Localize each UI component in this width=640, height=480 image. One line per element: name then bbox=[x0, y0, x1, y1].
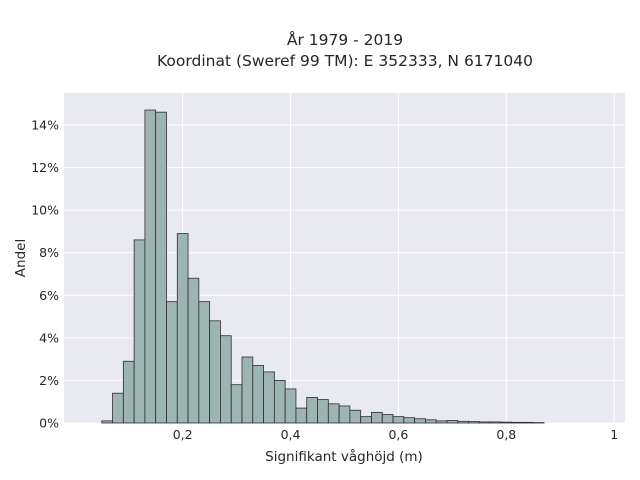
y-tick-label: 6% bbox=[39, 288, 59, 303]
histogram-bar bbox=[338, 405, 351, 424]
y-tick-label: 14% bbox=[31, 117, 59, 132]
histogram-bar bbox=[403, 417, 416, 424]
x-tick-label: 0,6 bbox=[388, 427, 408, 442]
y-tick-label: 8% bbox=[39, 245, 59, 260]
histogram-bar bbox=[101, 420, 113, 424]
histogram-bar bbox=[511, 421, 523, 424]
histogram-bar bbox=[122, 360, 135, 424]
histogram-bar bbox=[144, 109, 157, 424]
chart-subtitle: Koordinat (Sweref 99 TM): E 352333, N 61… bbox=[157, 52, 533, 70]
histogram-bar bbox=[241, 356, 254, 424]
histogram-bar bbox=[198, 301, 211, 424]
x-axis-label: Signifikant våghöjd (m) bbox=[265, 448, 423, 465]
y-axis-label: Andel bbox=[13, 239, 29, 277]
histogram-bar bbox=[220, 335, 232, 424]
histogram-bar bbox=[155, 111, 167, 424]
chart-title: År 1979 - 2019 bbox=[287, 30, 403, 49]
histogram-bar bbox=[317, 399, 329, 424]
histogram-bar bbox=[522, 421, 534, 424]
histogram-bar bbox=[489, 421, 502, 424]
histogram-bar bbox=[349, 409, 362, 424]
histogram-bars bbox=[101, 109, 545, 424]
histogram-bar bbox=[252, 365, 264, 424]
histogram-bar bbox=[360, 416, 372, 424]
y-tick-label: 2% bbox=[39, 373, 59, 388]
histogram-bar bbox=[327, 403, 340, 424]
histogram-bar bbox=[295, 407, 308, 424]
x-tick-label: 0,8 bbox=[496, 427, 516, 442]
histogram-bar bbox=[176, 233, 189, 424]
x-tick-label: 0,4 bbox=[281, 427, 301, 442]
histogram-bar bbox=[446, 420, 459, 424]
x-tick-label: 1 bbox=[610, 427, 618, 442]
y-axis-ticks: 0% 2% 4% 6% 8% 10% 12% 14% bbox=[31, 117, 59, 430]
histogram-bar bbox=[500, 421, 513, 424]
histogram-bar bbox=[230, 384, 243, 424]
y-tick-label: 4% bbox=[39, 330, 59, 345]
histogram-bar bbox=[112, 392, 124, 424]
x-axis-ticks: 0,2 0,4 0,6 0,8 1 bbox=[173, 427, 618, 442]
histogram-bar bbox=[263, 371, 275, 424]
histogram-bar bbox=[371, 411, 383, 424]
y-tick-label: 10% bbox=[31, 203, 59, 218]
histogram-bar bbox=[478, 421, 491, 424]
histogram-bar bbox=[435, 420, 448, 424]
histogram-bar bbox=[284, 388, 297, 424]
histogram-bar bbox=[468, 421, 480, 424]
histogram-bar bbox=[273, 380, 286, 424]
histogram-bar bbox=[392, 416, 405, 424]
histogram-bar bbox=[306, 397, 318, 424]
histogram-bar bbox=[457, 420, 469, 424]
histogram-bar bbox=[209, 320, 221, 424]
histogram-bar bbox=[166, 301, 178, 424]
y-tick-label: 0% bbox=[39, 416, 59, 431]
histogram-bar bbox=[425, 419, 437, 424]
histogram-bar bbox=[381, 414, 394, 424]
histogram-bar bbox=[133, 239, 146, 424]
y-tick-label: 12% bbox=[31, 160, 59, 175]
histogram-bar bbox=[187, 277, 200, 424]
histogram-bar bbox=[414, 418, 426, 424]
x-tick-label: 0,2 bbox=[173, 427, 193, 442]
